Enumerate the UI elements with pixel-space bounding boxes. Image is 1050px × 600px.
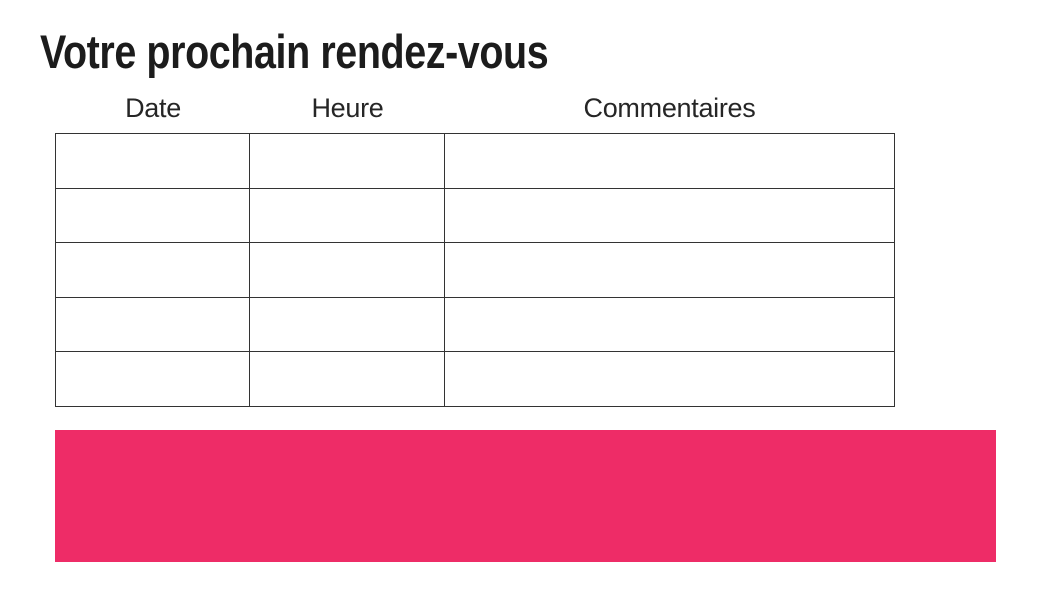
table-cell [444, 187, 895, 243]
table-row [55, 133, 895, 189]
table-cell [249, 242, 445, 298]
table-cell [444, 351, 895, 407]
table-cell [249, 187, 445, 243]
table-cell [444, 296, 895, 352]
table-row [55, 296, 895, 352]
column-header-commentaires: Commentaires [583, 93, 756, 123]
table-cell [249, 133, 445, 189]
appointment-table-body [55, 133, 895, 407]
table-cell [444, 133, 895, 189]
table-cell [55, 351, 250, 407]
table-cell [249, 296, 445, 352]
column-header-date: Date [125, 93, 181, 123]
table-header-row: Date Heure Commentaires [56, 92, 894, 124]
table-row [55, 242, 895, 298]
promo-banner [55, 430, 996, 562]
appointment-table [55, 133, 895, 407]
page-title: Votre prochain rendez-vous [40, 25, 549, 78]
table-cell [55, 242, 250, 298]
table-cell [249, 351, 445, 407]
table-cell [55, 296, 250, 352]
table-cell [55, 187, 250, 243]
table-cell [444, 242, 895, 298]
table-row [55, 351, 895, 407]
column-header-heure: Heure [311, 93, 384, 123]
table-cell [55, 133, 250, 189]
table-row [55, 187, 895, 243]
